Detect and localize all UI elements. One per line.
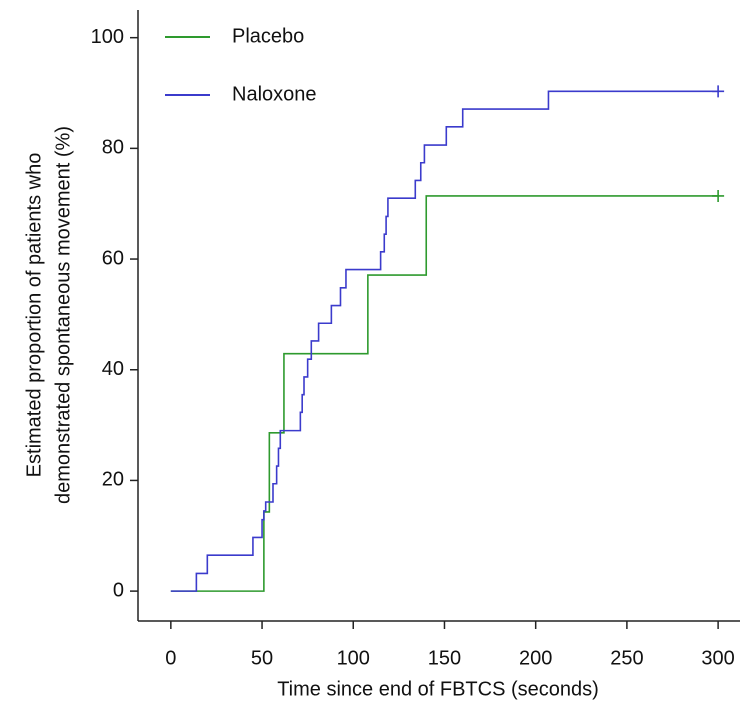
x-tick-label: 100: [337, 647, 370, 669]
y-tick-label: 60: [102, 247, 124, 269]
x-tick-label: 200: [519, 647, 552, 669]
step-line: [170, 90, 719, 592]
censor-mark: [712, 189, 725, 202]
step-line: [170, 195, 719, 592]
x-tick-label: 150: [428, 647, 461, 669]
y-tick-label: 100: [91, 26, 124, 48]
censor-mark: [712, 85, 725, 98]
legend-label: Naloxone: [232, 83, 317, 105]
y-tick-label: 80: [102, 137, 124, 159]
y-tick-label: 0: [113, 579, 124, 601]
x-tick-label: 50: [251, 647, 273, 669]
x-axis-label: Time since end of FBTCS (seconds): [277, 678, 599, 700]
x-tick-label: 300: [701, 647, 734, 669]
y-axis-label: Estimated proportion of patients who: [23, 153, 45, 478]
y-tick-label: 20: [102, 469, 124, 491]
y-axis-label: demonstrated spontaneous movement (%): [52, 126, 74, 504]
y-tick-label: 40: [102, 358, 124, 380]
x-tick-label: 250: [610, 647, 643, 669]
legend-label: Placebo: [232, 25, 304, 47]
x-tick-label: 0: [165, 647, 176, 669]
